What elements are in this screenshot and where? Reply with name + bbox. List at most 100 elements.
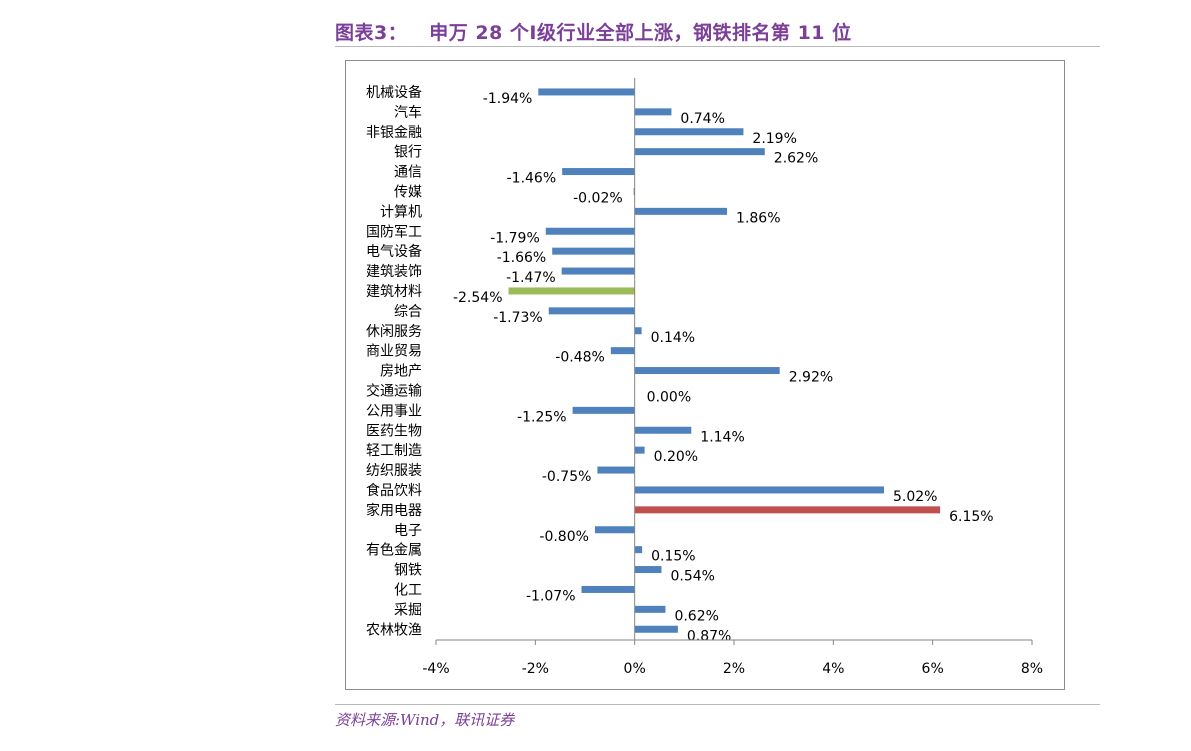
category-label: 汽车 [394,104,422,121]
data-label: 0.20% [654,449,698,465]
data-label: -0.02% [573,190,623,206]
x-tick-label: -4% [422,661,449,677]
data-label: 0.74% [680,111,724,127]
x-tick-label: 8% [1021,661,1043,677]
category-label: 机械设备 [366,84,422,101]
data-label: 2.62% [774,151,818,167]
data-label: -0.48% [555,350,605,366]
category-label: 建筑材料 [366,284,422,300]
title-divider [335,46,1100,47]
x-tick-label: 6% [922,661,944,677]
bar [634,446,645,454]
category-label: 医药生物 [366,423,422,439]
bar [634,207,728,215]
category-label: 计算机 [380,204,422,220]
category-labels: 机械设备汽车非银金融银行通信传媒计算机国防军工电气设备建筑装饰建筑材料综合休闲服… [366,84,422,638]
category-label: 化工 [394,582,422,598]
category-label: 公用事业 [366,403,422,419]
bar [634,506,941,514]
figure-label: 图表3： [335,22,408,44]
data-label: -0.80% [539,529,589,545]
category-label: 银行 [394,145,422,161]
bar [634,625,678,633]
bar [634,128,744,136]
data-label: 0.87% [687,628,731,644]
bar [552,247,635,255]
x-tick-label: 2% [723,661,745,677]
bar [545,227,635,235]
data-label: -1.25% [517,409,567,425]
source-divider [335,704,1100,705]
category-label: 传媒 [394,184,422,200]
bar [634,148,765,156]
x-axis: -4% -2% 0% 2% 4% 6% 8% [422,78,1043,677]
data-label: 1.86% [736,210,780,226]
data-label: 0.00% [647,389,691,405]
data-label: -1.47% [506,270,556,286]
x-tick-label: -2% [522,661,549,677]
data-label: 0.14% [651,330,695,346]
bar [597,466,635,474]
bar [634,486,884,494]
bar [561,267,635,275]
category-label: 钢铁 [394,563,422,579]
data-label: -1.73% [493,310,543,326]
category-label: 电气设备 [366,243,422,260]
data-label: -1.46% [507,171,557,187]
category-label: 综合 [394,304,422,320]
data-label: 2.19% [752,131,796,147]
category-label: 休闲服务 [366,324,422,340]
category-label: 房地产 [380,364,422,380]
source-note: 资料来源:Wind，联讯证券 [335,711,515,729]
bar [508,287,635,295]
chart-frame [345,60,1065,690]
category-label: 非银金融 [366,125,422,141]
category-label: 商业贸易 [366,344,422,360]
bar [634,605,666,613]
x-tick-label: 4% [822,661,844,677]
data-label: 6.15% [949,509,993,525]
data-label: 1.14% [700,429,744,445]
data-label: 2.92% [789,370,833,386]
bar [562,168,635,176]
data-label: 0.15% [651,549,695,565]
category-label: 纺织服装 [366,463,422,479]
data-label: -2.54% [453,290,503,306]
data-label: -1.79% [490,230,540,246]
category-label: 通信 [394,165,422,181]
bar [634,426,692,434]
category-label: 国防军工 [366,224,422,240]
bars [508,88,941,633]
category-label: 采掘 [394,602,422,618]
figure-title: 申万 28 个Ⅰ级行业全部上涨，钢铁排名第 11 位 [429,22,852,44]
category-label: 农林牧渔 [366,622,422,638]
bar [634,566,662,574]
data-label: -0.75% [542,469,592,485]
bar [634,546,643,554]
bar [634,327,642,335]
bar [634,108,672,116]
chart-title: 图表3： 申万 28 个Ⅰ级行业全部上涨，钢铁排名第 11 位 [335,18,852,45]
data-label: 5.02% [893,489,937,505]
bar [572,406,635,414]
data-label: -1.07% [526,588,576,604]
x-tick-label: 0% [624,661,646,677]
category-label: 家用电器 [366,502,422,519]
category-label: 轻工制造 [366,443,422,459]
bar [594,526,635,534]
bar [548,307,635,315]
category-label: 建筑装饰 [366,264,422,280]
bar [581,585,635,593]
bar [610,347,635,355]
data-label: 0.62% [674,608,718,624]
category-label: 交通运输 [366,382,422,399]
category-label: 有色金属 [366,542,422,559]
data-label: -1.66% [497,250,547,266]
data-label: 0.54% [670,569,714,585]
data-label: -1.94% [483,91,533,107]
bar [538,88,635,96]
category-label: 电子 [394,523,422,539]
category-label: 食品饮料 [366,482,422,499]
bar [634,367,780,375]
